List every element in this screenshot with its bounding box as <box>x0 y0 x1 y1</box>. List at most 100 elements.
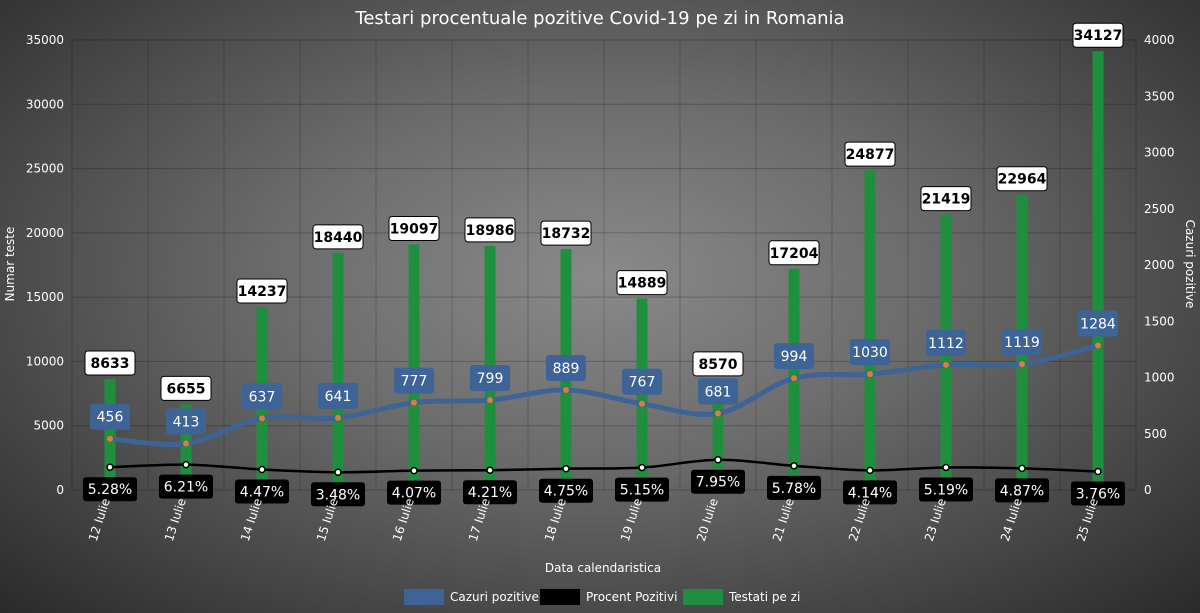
y2-tick-label: 3500 <box>1144 89 1175 103</box>
label-box-procent <box>235 479 289 504</box>
x-axis-label: Data calendaristica <box>545 561 661 575</box>
label-box-procent <box>159 474 213 499</box>
y-tick-label: 25000 <box>26 162 64 176</box>
bar-tests <box>408 244 420 490</box>
legend-swatch <box>404 589 444 605</box>
label-box-tests <box>616 270 668 296</box>
label-box-procent <box>539 478 593 503</box>
bar-tests <box>180 404 192 490</box>
data-label-cazuri: 889 <box>553 361 580 377</box>
data-label-procent: 4.14% <box>848 485 892 501</box>
y2-tick-label: 500 <box>1144 427 1167 441</box>
point-cazuri-pozitive <box>715 410 721 417</box>
point-cazuri-pozitive <box>943 361 949 368</box>
data-label-tests: 17204 <box>770 246 819 262</box>
data-label-tests: 34127 <box>1074 28 1123 44</box>
legend-label: Testati pe zi <box>728 590 800 604</box>
label-box-procent <box>83 477 137 502</box>
data-label-procent: 5.28% <box>88 482 132 498</box>
label-box-cazuri <box>90 403 130 430</box>
point-cazuri-pozitive <box>183 440 189 447</box>
point-cazuri-pozitive <box>259 415 265 422</box>
label-box-cazuri <box>166 408 206 435</box>
data-label-procent: 4.75% <box>544 484 588 500</box>
lines <box>106 342 1102 477</box>
label-box-cazuri <box>698 378 738 405</box>
label-box-tests <box>312 224 364 250</box>
label-box-tests <box>84 350 136 376</box>
legend-label: Procent Pozitivi <box>586 590 677 604</box>
x-tick-label: 24 Iulie <box>998 497 1025 543</box>
y-tick-label: 20000 <box>26 226 64 240</box>
point-cazuri-pozitive <box>867 371 873 378</box>
point-cazuri-pozitive <box>107 435 113 442</box>
data-label-procent: 3.48% <box>316 487 360 503</box>
point-procent-pozitivi <box>410 466 418 475</box>
data-label-tests: 18986 <box>466 223 515 239</box>
grid <box>71 39 1137 491</box>
label-box-tests <box>920 186 972 212</box>
label-box-cazuri <box>850 339 890 366</box>
y2-tick-label: 0 <box>1144 483 1152 497</box>
data-label-cazuri: 681 <box>705 384 732 400</box>
point-procent-pozitivi <box>258 465 266 474</box>
x-tick-label: 19 Iulie <box>618 497 645 543</box>
data-label-cazuri: 767 <box>629 375 656 391</box>
label-box-cazuri <box>1002 329 1042 356</box>
bar-tests <box>104 379 116 490</box>
label-box-cazuri <box>1078 310 1118 337</box>
bar-tests <box>332 252 344 490</box>
x-tick-label: 13 Iulie <box>162 497 189 543</box>
point-procent-pozitivi <box>714 455 722 464</box>
y2-tick-label: 4000 <box>1144 33 1175 47</box>
label-box-procent <box>919 477 973 502</box>
label-box-procent <box>387 480 441 505</box>
y2-axis-label: Cazuri pozitive <box>1183 220 1197 309</box>
label-box-tests <box>236 278 288 304</box>
x-axis-ticks: 12 Iulie 13 Iulie 14 Iulie 15 Iulie 16 Iulie… <box>86 497 1101 543</box>
y2-tick-label: 2500 <box>1144 202 1175 216</box>
point-cazuri-pozitive <box>1019 361 1025 368</box>
bar-tests <box>1092 51 1104 491</box>
data-label-tests: 21419 <box>922 192 971 208</box>
label-box-tests <box>464 217 516 243</box>
data-label-cazuri: 994 <box>781 349 808 365</box>
x-tick-label: 12 Iulie <box>86 497 113 543</box>
label-box-tests <box>388 215 440 241</box>
legend-swatch <box>540 589 580 605</box>
data-label-tests: 18732 <box>542 226 591 242</box>
point-procent-pozitivi <box>106 463 114 471</box>
label-box-tests <box>692 351 744 377</box>
data-label-procent: 5.78% <box>772 481 816 497</box>
label-box-cazuri <box>774 343 814 370</box>
data-label-procent: 7.95% <box>696 475 740 491</box>
data-label-cazuri: 637 <box>249 389 276 405</box>
data-label-procent: 6.21% <box>164 480 208 496</box>
data-label-cazuri: 777 <box>401 374 428 390</box>
data-label-tests: 6655 <box>167 381 206 397</box>
point-cazuri-pozitive <box>1095 342 1101 349</box>
point-procent-pozitivi <box>942 463 950 472</box>
x-tick-label: 18 Iulie <box>542 497 569 543</box>
point-cazuri-pozitive <box>487 397 493 404</box>
label-box-cazuri <box>470 365 510 392</box>
label-box-cazuri <box>622 368 662 395</box>
data-label-procent: 5.19% <box>924 482 968 498</box>
data-label-procent: 4.87% <box>1000 483 1044 499</box>
label-box-tests <box>540 220 592 246</box>
data-label-cazuri: 799 <box>477 371 504 387</box>
line-procent-pozitivi <box>109 458 1099 474</box>
data-label-tests: 19097 <box>390 221 439 237</box>
data-label-tests: 14889 <box>618 276 667 292</box>
y-tick-label: 5000 <box>33 419 64 433</box>
point-cazuri-pozitive <box>411 399 417 406</box>
data-label-procent: 3.76% <box>1076 486 1120 502</box>
point-cazuri-pozitive <box>563 386 569 393</box>
label-box-procent <box>767 475 821 500</box>
chart-title: Testari procentuale pozitive Covid-19 pe… <box>354 8 844 29</box>
point-cazuri-pozitive <box>639 400 645 407</box>
label-box-procent <box>463 480 517 505</box>
y-tick-label: 15000 <box>26 290 64 304</box>
y2-tick-label: 2000 <box>1144 258 1175 272</box>
label-box-cazuri <box>242 383 282 410</box>
